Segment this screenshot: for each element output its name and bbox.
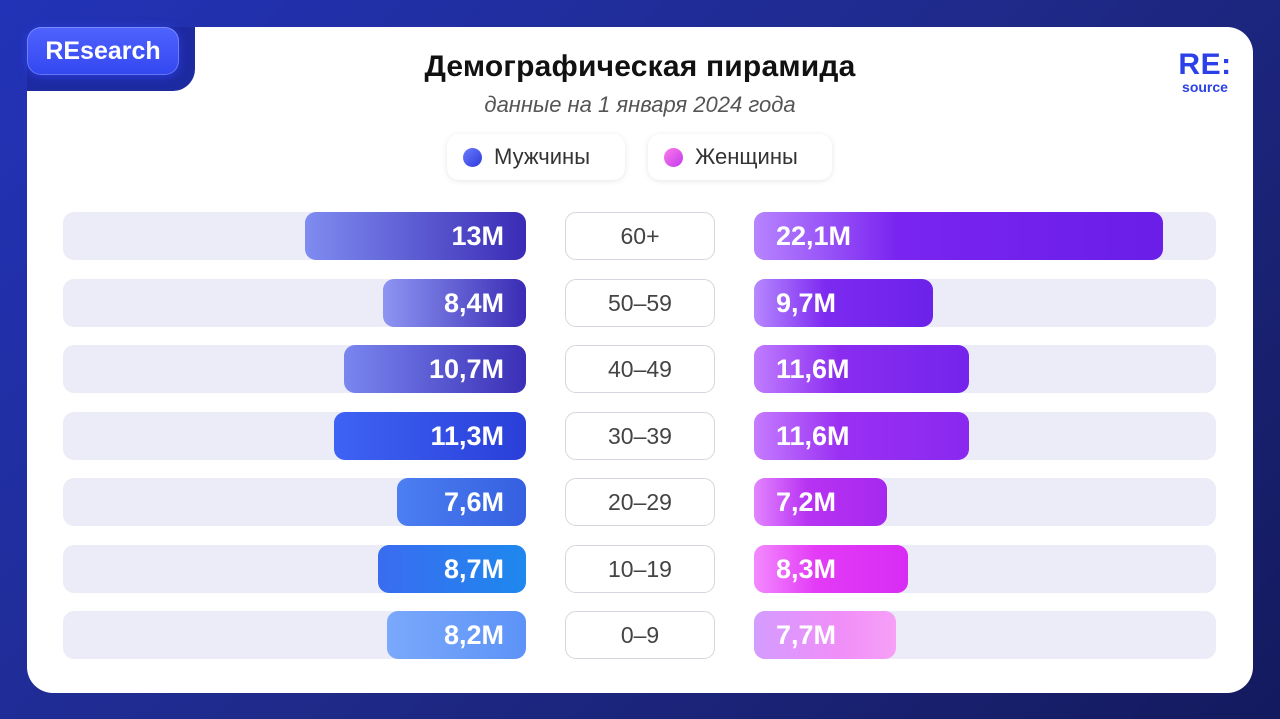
women-bar: 7,7M (754, 611, 896, 659)
age-group-label: 0–9 (565, 611, 715, 659)
legend-women-label: Женщины (695, 144, 798, 169)
men-bar: 8,7M (378, 545, 526, 593)
men-bar: 8,4M (383, 279, 526, 327)
women-bar: 11,6M (754, 345, 969, 393)
resource-logo: RE: source (1170, 48, 1240, 95)
age-group-label: 40–49 (565, 345, 715, 393)
men-bar: 8,2M (387, 611, 526, 659)
logo-main-text: RE: (1178, 48, 1232, 81)
age-group-label: 10–19 (565, 545, 715, 593)
legend-item-women: Женщины (648, 134, 832, 180)
legend-men-label: Мужчины (494, 144, 591, 169)
logo-sub-text: source (1182, 79, 1228, 95)
women-bar: 7,2M (754, 478, 887, 526)
men-bar: 7,6M (397, 478, 526, 526)
legend-women-dot-icon (664, 147, 683, 167)
women-bar: 22,1M (754, 212, 1163, 260)
legend-men-dot-icon (463, 147, 482, 167)
women-bar: 11,6M (754, 412, 969, 460)
chart-title: Демографическая пирамида (424, 50, 856, 83)
women-bar: 9,7M (754, 279, 933, 327)
legend-item-men: Мужчины (447, 134, 625, 180)
chart-subtitle: данные на 1 января 2024 года (484, 92, 796, 117)
men-bar: 10,7M (344, 345, 526, 393)
research-badge: REsearch (27, 27, 179, 75)
men-bar: 13M (305, 212, 526, 260)
age-group-label: 60+ (565, 212, 715, 260)
women-bar: 8,3M (754, 545, 908, 593)
age-group-label: 20–29 (565, 478, 715, 526)
age-group-label: 50–59 (565, 279, 715, 327)
age-group-label: 30–39 (565, 412, 715, 460)
men-bar: 11,3M (334, 412, 526, 460)
